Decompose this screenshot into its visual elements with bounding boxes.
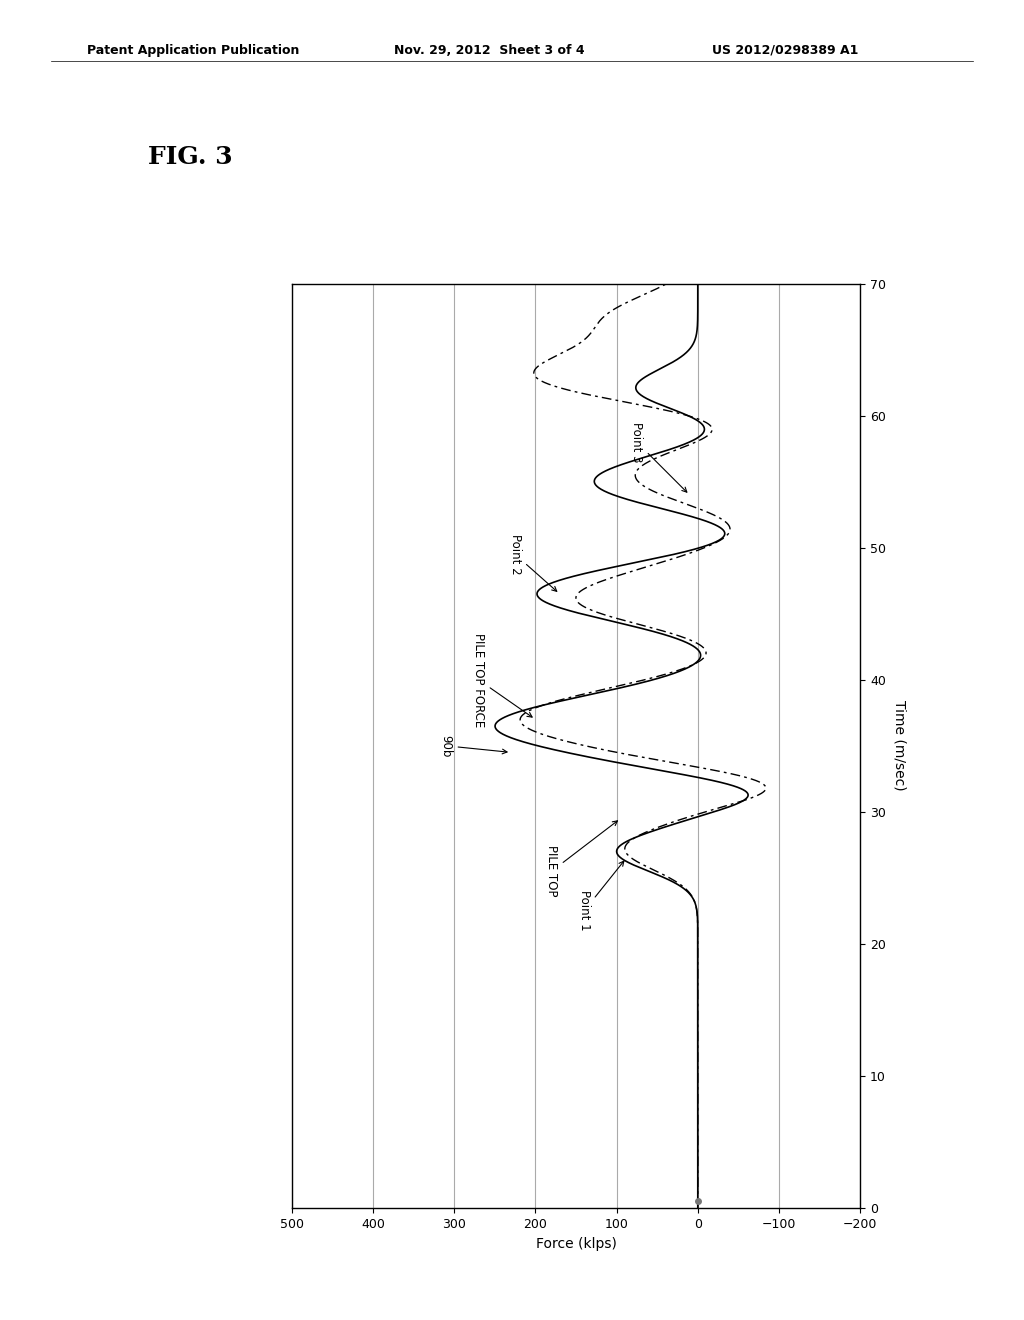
Text: US 2012/0298389 A1: US 2012/0298389 A1 [712, 44, 858, 57]
X-axis label: Force (klps): Force (klps) [536, 1237, 616, 1251]
Y-axis label: Time (m/sec): Time (m/sec) [893, 701, 906, 791]
Text: Patent Application Publication: Patent Application Publication [87, 44, 299, 57]
Text: PILE TOP: PILE TOP [545, 821, 617, 898]
Text: Point 3: Point 3 [631, 422, 687, 492]
Text: Point 2: Point 2 [509, 535, 557, 591]
Text: FIG. 3: FIG. 3 [148, 145, 233, 169]
Text: 90b: 90b [439, 735, 507, 756]
Text: PILE TOP FORCE: PILE TOP FORCE [472, 632, 532, 727]
Text: Nov. 29, 2012  Sheet 3 of 4: Nov. 29, 2012 Sheet 3 of 4 [394, 44, 585, 57]
Text: Point 1: Point 1 [578, 861, 624, 931]
